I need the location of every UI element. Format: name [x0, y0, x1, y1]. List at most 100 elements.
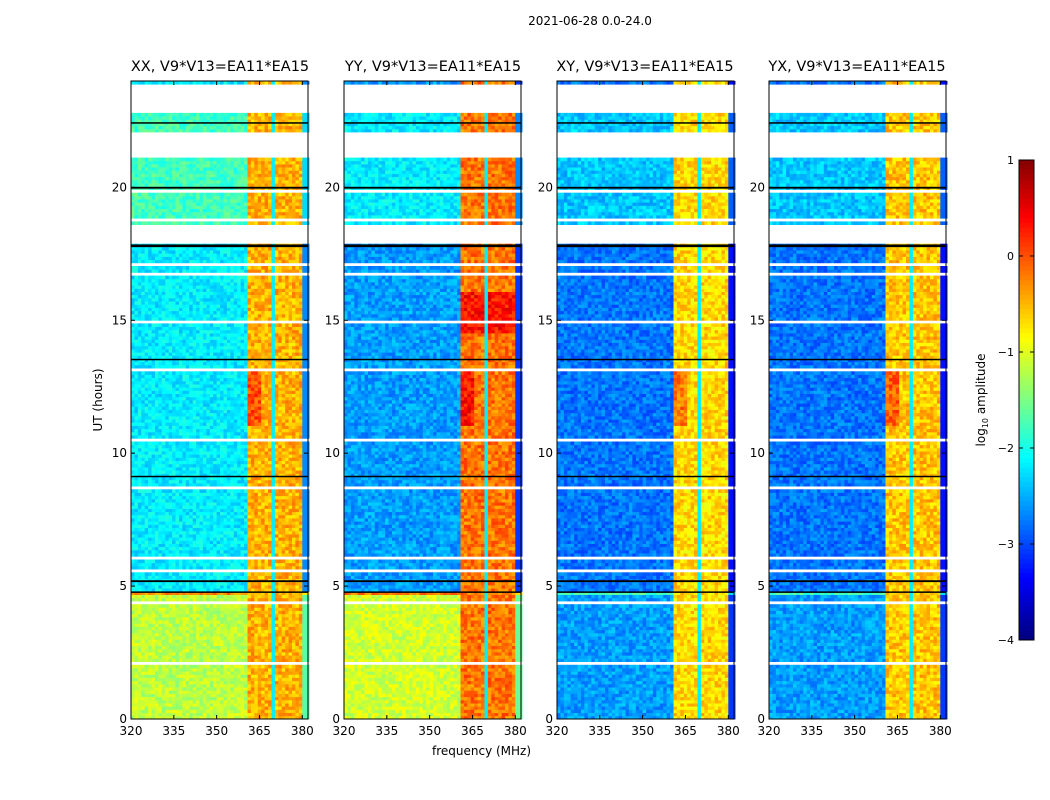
heatmap-cell: [285, 442, 289, 446]
heatmap-cell: [165, 684, 169, 688]
heatmap-cell: [200, 550, 204, 554]
heatmap-cell: [141, 649, 145, 653]
heatmap-cell: [169, 642, 173, 646]
heatmap-cell: [200, 687, 204, 691]
heatmap-cell: [251, 649, 255, 653]
heatmap-cell: [217, 611, 221, 615]
heatmap-cell: [217, 681, 221, 685]
heatmap-cell: [189, 544, 193, 548]
heatmap-cell: [254, 582, 258, 586]
heatmap-cell: [292, 582, 296, 586]
heatmap-cell: [169, 496, 173, 500]
heatmap-cell: [254, 655, 258, 659]
heatmap-cell: [278, 518, 282, 522]
heatmap-cell: [145, 585, 149, 589]
heatmap-cell: [145, 671, 149, 675]
heatmap-cell: [217, 627, 221, 631]
heatmap-cell: [145, 575, 149, 579]
heatmap-cell: [217, 671, 221, 675]
heatmap-cell: [152, 528, 156, 532]
heatmap-cell: [265, 531, 269, 535]
heatmap-cell: [299, 700, 303, 704]
heatmap-cell: [278, 681, 282, 685]
heatmap-cell: [165, 403, 169, 407]
heatmap-cell: [189, 598, 193, 602]
heatmap-cell: [206, 400, 210, 404]
heatmap-cell: [196, 636, 200, 640]
heatmap-cell: [134, 410, 138, 414]
heatmap-cell: [282, 681, 286, 685]
heatmap-cell: [189, 467, 193, 471]
heatmap-cell: [200, 524, 204, 528]
heatmap-cell: [196, 512, 200, 516]
heatmap-cell: [145, 665, 149, 669]
heatmap-cell: [292, 709, 296, 713]
heatmap-cell: [169, 406, 173, 410]
heatmap-cell: [203, 563, 207, 567]
heatmap-cell: [230, 627, 234, 631]
heatmap-cell: [138, 575, 142, 579]
heatmap-cell: [241, 534, 245, 538]
heatmap-cell: [155, 700, 159, 704]
heatmap-cell: [213, 611, 217, 615]
heatmap-cell: [292, 406, 296, 410]
heatmap-cell: [299, 426, 303, 430]
heatmap-cell: [285, 668, 289, 672]
heatmap-cell: [145, 432, 149, 436]
heatmap-cell: [302, 480, 306, 484]
heatmap-cell: [145, 684, 149, 688]
heatmap-cell: [213, 403, 217, 407]
heatmap-cell: [265, 540, 269, 544]
heatmap-cell: [261, 687, 265, 691]
heatmap-cell: [179, 652, 183, 656]
heatmap-cell: [206, 582, 210, 586]
heatmap-cell: [162, 575, 166, 579]
heatmap-cell: [230, 617, 234, 621]
heatmap-cell: [234, 560, 238, 564]
heatmap-cell: [134, 713, 138, 717]
heatmap-cell: [145, 537, 149, 541]
heatmap-cell: [251, 575, 255, 579]
heatmap-cell: [155, 496, 159, 500]
heatmap-cell: [131, 668, 135, 672]
heatmap-cell: [182, 668, 186, 672]
heatmap-cell: [237, 470, 241, 474]
heatmap-cell: [258, 429, 262, 433]
heatmap-cell: [186, 470, 190, 474]
heatmap-cell: [278, 406, 282, 410]
heatmap-cell: [272, 413, 276, 417]
heatmap-cell: [148, 406, 152, 410]
heatmap-cell: [141, 684, 145, 688]
heatmap-cell: [145, 627, 149, 631]
heatmap-cell: [162, 489, 166, 493]
heatmap-cell: [261, 652, 265, 656]
heatmap-cell: [152, 521, 156, 525]
heatmap-cell: [224, 614, 228, 618]
heatmap-cell: [148, 630, 152, 634]
heatmap-cell: [289, 665, 293, 669]
heatmap-cell: [299, 572, 303, 576]
heatmap-cell: [182, 502, 186, 506]
heatmap-cell: [265, 537, 269, 541]
heatmap-cell: [295, 537, 299, 541]
heatmap-cell: [227, 700, 231, 704]
heatmap-cell: [299, 454, 303, 458]
heatmap-cell: [179, 627, 183, 631]
heatmap-cell: [248, 575, 252, 579]
heatmap-cell: [165, 633, 169, 637]
heatmap-cell: [285, 448, 289, 452]
heatmap-cell: [148, 537, 152, 541]
heatmap-cell: [210, 454, 214, 458]
heatmap-cell: [213, 518, 217, 522]
heatmap-cell: [248, 435, 252, 439]
heatmap-cell: [278, 604, 282, 608]
heatmap-cell: [196, 540, 200, 544]
heatmap-cell: [152, 665, 156, 669]
heatmap-cell: [220, 457, 224, 461]
heatmap-cell: [169, 566, 173, 570]
heatmap-cell: [186, 483, 190, 487]
heatmap-cell: [162, 403, 166, 407]
heatmap-cell: [237, 512, 241, 516]
heatmap-cell: [258, 531, 262, 535]
heatmap-cell: [193, 435, 197, 439]
